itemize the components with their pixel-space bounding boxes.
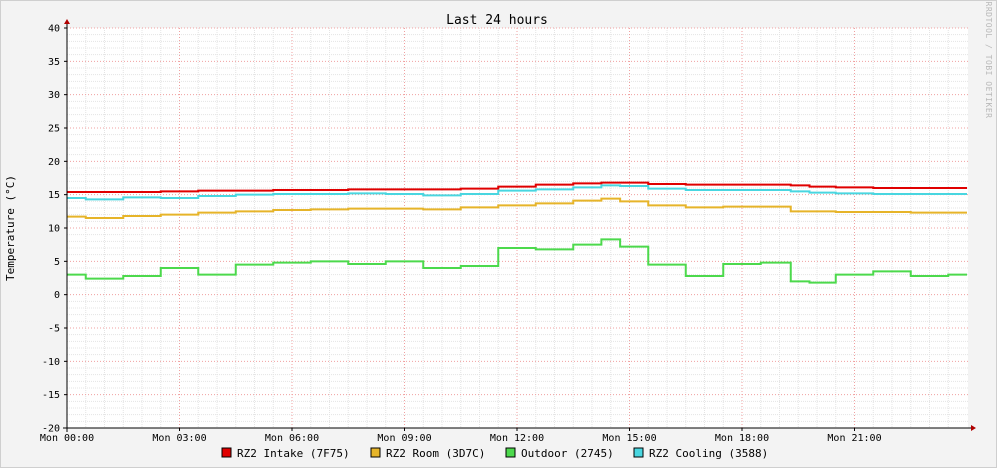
y-tick-label: 35 bbox=[48, 57, 60, 68]
rrdtool-watermark: RRDTOOL / TOBI OETIKER bbox=[984, 2, 993, 119]
legend-swatch bbox=[221, 447, 232, 458]
y-tick-label: 15 bbox=[48, 190, 60, 201]
legend-swatch bbox=[633, 447, 644, 458]
y-tick-labels: 40 35 30 25 20 15 10 5 0 -5 -10 -15 -20 bbox=[42, 24, 60, 435]
legend-item: RZ2 Intake (7F75) bbox=[221, 447, 350, 460]
legend-item: Outdoor (2745) bbox=[505, 447, 614, 460]
series-line-intake bbox=[67, 181, 967, 193]
legend-item: RZ2 Cooling (3588) bbox=[633, 447, 768, 460]
y-tick-label: 5 bbox=[54, 257, 60, 268]
y-tick-label: 25 bbox=[48, 124, 60, 135]
legend-label: Outdoor (2745) bbox=[521, 447, 614, 460]
x-tick-label: Mon 06:00 bbox=[265, 433, 319, 444]
x-axis-arrow bbox=[971, 425, 976, 431]
legend: RZ2 Intake (7F75) RZ2 Room (3D7C) Outdoor … bbox=[221, 447, 768, 460]
y-tick-label: 40 bbox=[48, 24, 60, 35]
x-tick-label: Mon 00:00 bbox=[40, 433, 94, 444]
legend-swatch bbox=[505, 447, 516, 458]
y-tick-label: -15 bbox=[42, 390, 60, 401]
x-tick-label: Mon 18:00 bbox=[715, 433, 769, 444]
legend-swatch bbox=[370, 447, 381, 458]
legend-label: RZ2 Room (3D7C) bbox=[386, 447, 485, 460]
x-tick-label: Mon 15:00 bbox=[602, 433, 656, 444]
x-tick-label: Mon 12:00 bbox=[490, 433, 544, 444]
series-line-room bbox=[67, 197, 967, 219]
y-axis-arrow bbox=[64, 19, 70, 24]
legend-item: RZ2 Room (3D7C) bbox=[370, 447, 485, 460]
axes bbox=[63, 19, 976, 432]
x-tick-labels: Mon 00:00 Mon 03:00 Mon 06:00 Mon 09:00 Mon … bbox=[40, 433, 882, 444]
y-axis-label: Temperature (°C) bbox=[4, 175, 17, 281]
y-tick-label: 10 bbox=[48, 224, 60, 235]
series-layer bbox=[67, 181, 967, 284]
series-line-outdoor bbox=[67, 238, 967, 284]
y-tick-label: -20 bbox=[42, 424, 60, 435]
x-tick-label: Mon 03:00 bbox=[152, 433, 206, 444]
legend-label: RZ2 Cooling (3588) bbox=[649, 447, 768, 460]
x-tick-label: Mon 09:00 bbox=[377, 433, 431, 444]
chart-title: Last 24 hours bbox=[446, 13, 548, 28]
y-tick-label: 20 bbox=[48, 157, 60, 168]
y-tick-label: -5 bbox=[48, 324, 60, 335]
y-tick-label: 0 bbox=[54, 290, 60, 301]
legend-label: RZ2 Intake (7F75) bbox=[237, 447, 350, 460]
y-tick-label: 30 bbox=[48, 90, 60, 101]
x-tick-label: Mon 21:00 bbox=[827, 433, 881, 444]
y-tick-label: -10 bbox=[42, 357, 60, 368]
series-line-cooling bbox=[67, 184, 967, 201]
